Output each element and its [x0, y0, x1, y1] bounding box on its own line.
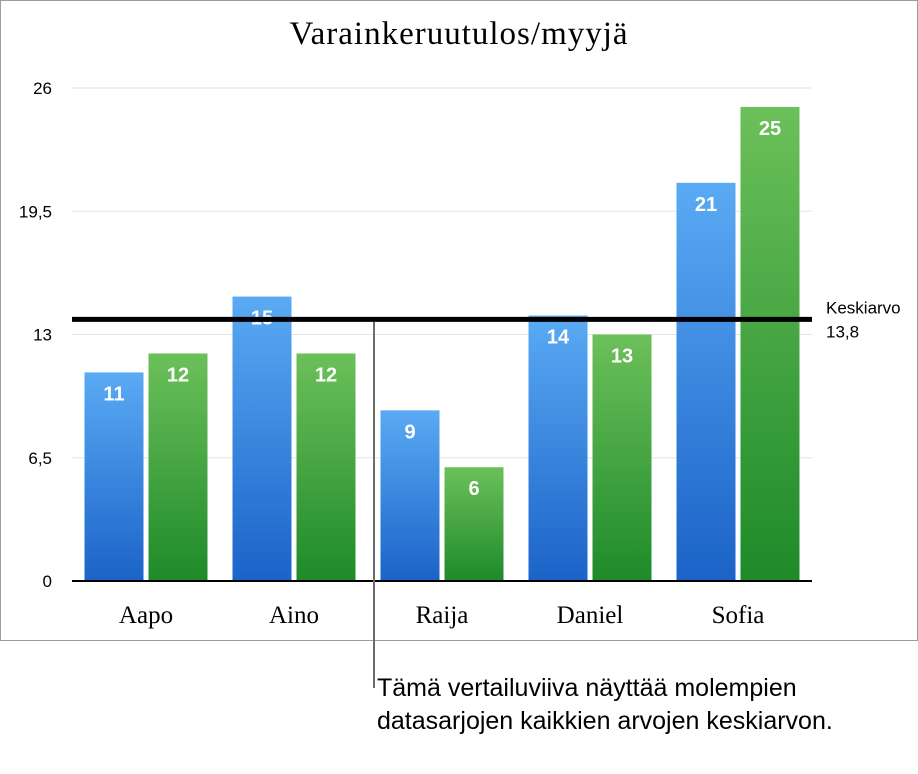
y-tick-label: 6,5: [28, 449, 52, 468]
bar-green: [148, 353, 208, 581]
bar-data-label: 14: [547, 327, 570, 349]
chart-title: Varainkeruutulos/myyjä: [289, 16, 628, 52]
reference-line-value: 13,8: [826, 322, 859, 341]
y-tick-label: 26: [33, 79, 52, 98]
bar-green: [444, 467, 504, 581]
bar-data-label: 21: [695, 194, 717, 216]
bar-data-label: 13: [611, 346, 633, 368]
bar-data-label: 12: [167, 364, 189, 386]
bar-data-label: 6: [468, 478, 479, 500]
y-tick-label: 13: [33, 326, 52, 345]
y-tick-label: 19,5: [19, 202, 52, 221]
x-tick-label: Aapo: [119, 602, 173, 629]
x-tick-label: Sofia: [712, 602, 765, 629]
reference-line-label: Keskiarvo: [826, 298, 901, 317]
y-tick-label: 0: [43, 572, 52, 591]
bar-blue: [528, 315, 588, 581]
bar-green: [740, 106, 800, 581]
bar-data-label: 25: [759, 118, 781, 140]
bar-blue: [676, 182, 736, 582]
bar-blue: [380, 410, 440, 581]
bar-data-label: 12: [315, 364, 337, 386]
bar-blue: [232, 296, 292, 581]
bar-green: [296, 353, 356, 581]
bar-data-label: 9: [404, 421, 415, 443]
bar-green: [592, 334, 652, 581]
bar-blue: [84, 372, 144, 581]
callout-text: Tämä vertailuviiva näyttää molempien dat…: [377, 674, 833, 735]
x-tick-label: Raija: [416, 602, 469, 629]
x-tick-label: Aino: [269, 602, 319, 629]
bar-data-label: 11: [103, 383, 124, 405]
x-tick-label: Daniel: [557, 602, 624, 629]
